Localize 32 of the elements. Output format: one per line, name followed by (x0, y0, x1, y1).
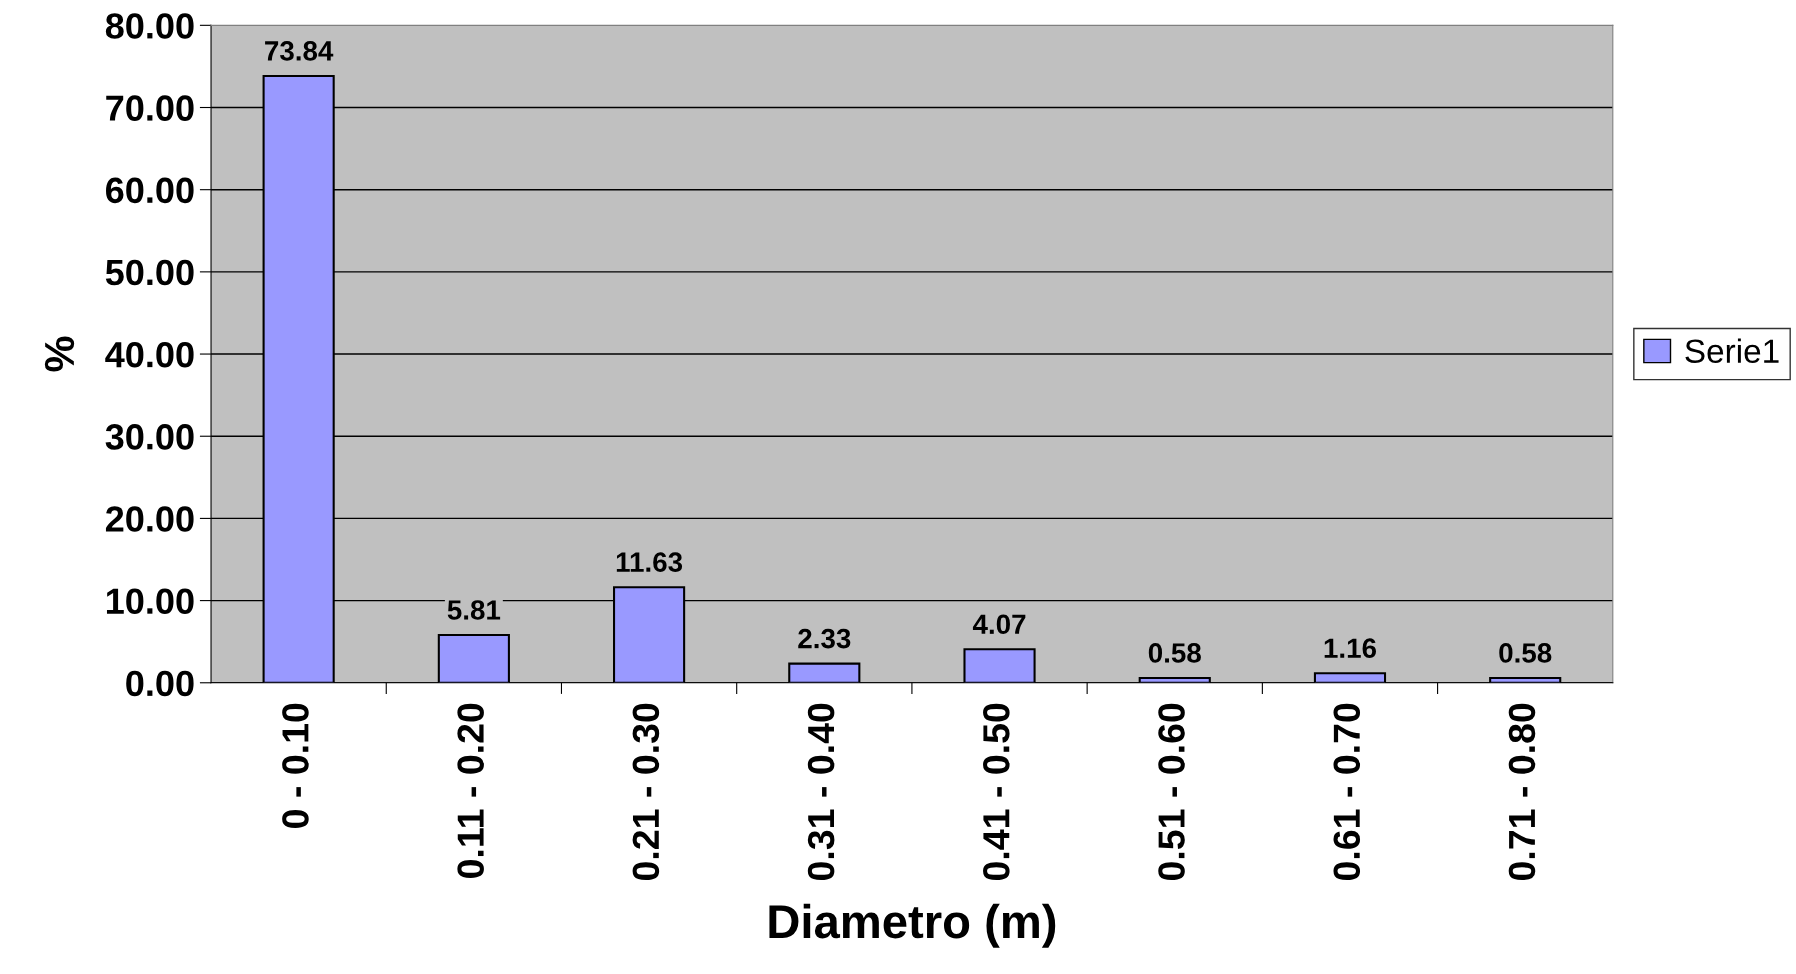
bar (788, 662, 861, 683)
x-axis-title: Diametro (m) (769, 903, 1056, 948)
y-tick-label: 60.00 (106, 177, 194, 204)
data-label: 73.84 (265, 41, 334, 61)
x-tick-label: 0.61 - 0.70 (1333, 703, 1361, 881)
y-tick-label: 0.00 (126, 670, 194, 697)
x-tick-label: 0.11 - 0.20 (457, 703, 484, 878)
y-axis-title: % (44, 336, 75, 372)
data-label: 5.81 (447, 600, 501, 620)
data-label: 4.07 (972, 614, 1026, 635)
bar (963, 648, 1036, 683)
x-tick-label: 0.21 - 0.30 (632, 703, 660, 881)
y-tick-label: 10.00 (106, 588, 194, 615)
data-label: 0.58 (1148, 643, 1201, 663)
y-tick-label: 80.00 (105, 13, 194, 39)
y-tick-label: 20.00 (105, 506, 194, 532)
y-tick-label: 30.00 (105, 424, 194, 450)
x-tick-label: 0.71 - 0.80 (1508, 703, 1536, 881)
x-tick-label: 0.51 - 0.60 (1158, 703, 1185, 881)
x-tick-label: 0.31 - 0.40 (807, 703, 835, 881)
data-label: 0.58 (1499, 643, 1552, 663)
y-tick-label: 50.00 (105, 259, 194, 286)
x-tick-label: 0.41 - 0.50 (983, 703, 1010, 881)
data-label: 11.63 (616, 552, 683, 573)
x-tick-label: 0 - 0.10 (282, 703, 309, 828)
bar (437, 633, 510, 683)
legend-label: Serie1 (1685, 338, 1779, 363)
bar (1313, 672, 1387, 683)
data-label: 2.33 (798, 628, 851, 649)
y-tick-label: 40.00 (105, 341, 194, 368)
y-tick-label: 70.00 (106, 95, 194, 121)
data-label: 1.16 (1324, 638, 1377, 659)
